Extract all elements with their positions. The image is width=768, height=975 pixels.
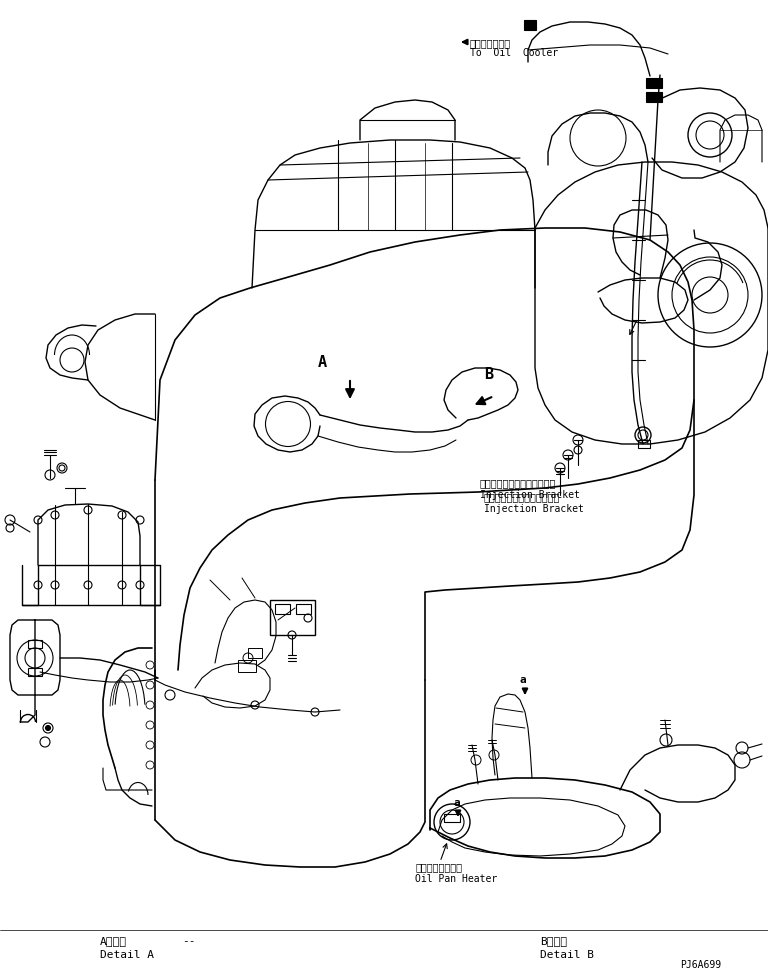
Text: a: a [453, 798, 460, 808]
Bar [444, 814, 460, 822]
Bar [248, 648, 262, 658]
Text: --: -- [182, 936, 196, 946]
Bar [28, 668, 42, 676]
Text: Detail A: Detail A [100, 950, 154, 960]
Bar [646, 78, 662, 88]
Text: Oil Pan Heater: Oil Pan Heater [415, 874, 497, 884]
Text: B　詳細: B 詳細 [540, 936, 567, 946]
Bar [28, 640, 42, 648]
Bar [524, 20, 536, 30]
Bar [638, 440, 650, 448]
Text: オイルパンヒータ: オイルパンヒータ [415, 862, 462, 872]
Text: To  Oil  Cooler: To Oil Cooler [470, 48, 558, 58]
Text: Injection Bracket: Injection Bracket [484, 504, 584, 514]
Text: Detail B: Detail B [540, 950, 594, 960]
Bar [646, 92, 662, 102]
Circle shape [45, 725, 51, 730]
Text: B: B [484, 367, 493, 382]
Text: a: a [520, 675, 527, 685]
Text: PJ6A699: PJ6A699 [680, 960, 721, 970]
Bar [275, 604, 290, 614]
Text: Injection Bracket: Injection Bracket [480, 490, 580, 500]
Text: インジェクションブラケット: インジェクションブラケット [484, 492, 561, 502]
Bar [270, 600, 315, 635]
Text: A: A [318, 355, 327, 370]
Text: インジェクションブラケット: インジェクションブラケット [480, 478, 556, 488]
Bar [296, 604, 311, 614]
Text: オイルクーラヘ: オイルクーラヘ [470, 38, 511, 48]
Bar [238, 660, 256, 672]
Text: A　詳細: A 詳細 [100, 936, 127, 946]
